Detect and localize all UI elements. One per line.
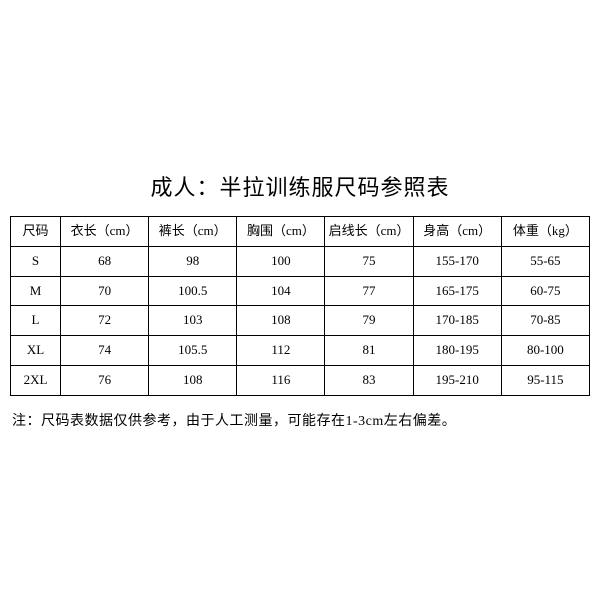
cell-value: 112 (237, 336, 325, 366)
cell-value: 74 (61, 336, 149, 366)
cell-value: 108 (237, 306, 325, 336)
table-body: S 68 98 100 75 155-170 55-65 M 70 100.5 … (11, 246, 590, 395)
cell-value: 70-85 (501, 306, 589, 336)
cell-value: 170-185 (413, 306, 501, 336)
table-row: L 72 103 108 79 170-185 70-85 (11, 306, 590, 336)
table-header-row: 尺码 衣长（cm） 裤长（cm） 胸围（cm） 启线长（cm） 身高（cm） 体… (11, 217, 590, 247)
col-header-weight: 体重（kg） (501, 217, 589, 247)
cell-value: 155-170 (413, 246, 501, 276)
cell-value: 68 (61, 246, 149, 276)
cell-size: L (11, 306, 61, 336)
cell-size: 2XL (11, 365, 61, 395)
chart-title: 成人：半拉训练服尺码参照表 (10, 170, 590, 202)
cell-value: 180-195 (413, 336, 501, 366)
cell-value: 108 (149, 365, 237, 395)
col-header-height: 身高（cm） (413, 217, 501, 247)
cell-value: 76 (61, 365, 149, 395)
cell-value: 103 (149, 306, 237, 336)
cell-size: XL (11, 336, 61, 366)
cell-value: 100.5 (149, 276, 237, 306)
col-header-pants: 裤长（cm） (149, 217, 237, 247)
cell-value: 165-175 (413, 276, 501, 306)
cell-value: 83 (325, 365, 413, 395)
cell-value: 70 (61, 276, 149, 306)
cell-value: 80-100 (501, 336, 589, 366)
cell-value: 95-115 (501, 365, 589, 395)
cell-value: 60-75 (501, 276, 589, 306)
cell-value: 100 (237, 246, 325, 276)
table-row: S 68 98 100 75 155-170 55-65 (11, 246, 590, 276)
col-header-size: 尺码 (11, 217, 61, 247)
footnote: 注：尺码表数据仅供参考，由于人工测量，可能存在1-3cm左右偏差。 (10, 410, 590, 430)
cell-value: 195-210 (413, 365, 501, 395)
cell-value: 98 (149, 246, 237, 276)
col-header-length: 衣长（cm） (61, 217, 149, 247)
cell-value: 75 (325, 246, 413, 276)
cell-value: 79 (325, 306, 413, 336)
size-table: 尺码 衣长（cm） 裤长（cm） 胸围（cm） 启线长（cm） 身高（cm） 体… (10, 216, 590, 396)
table-row: XL 74 105.5 112 81 180-195 80-100 (11, 336, 590, 366)
cell-value: 81 (325, 336, 413, 366)
cell-size: S (11, 246, 61, 276)
table-row: 2XL 76 108 116 83 195-210 95-115 (11, 365, 590, 395)
col-header-chest: 胸围（cm） (237, 217, 325, 247)
cell-value: 77 (325, 276, 413, 306)
cell-value: 104 (237, 276, 325, 306)
table-row: M 70 100.5 104 77 165-175 60-75 (11, 276, 590, 306)
cell-value: 116 (237, 365, 325, 395)
cell-value: 55-65 (501, 246, 589, 276)
cell-value: 72 (61, 306, 149, 336)
size-chart-container: 成人：半拉训练服尺码参照表 尺码 衣长（cm） 裤长（cm） 胸围（cm） 启线… (10, 170, 590, 430)
col-header-line: 启线长（cm） (325, 217, 413, 247)
cell-value: 105.5 (149, 336, 237, 366)
cell-size: M (11, 276, 61, 306)
